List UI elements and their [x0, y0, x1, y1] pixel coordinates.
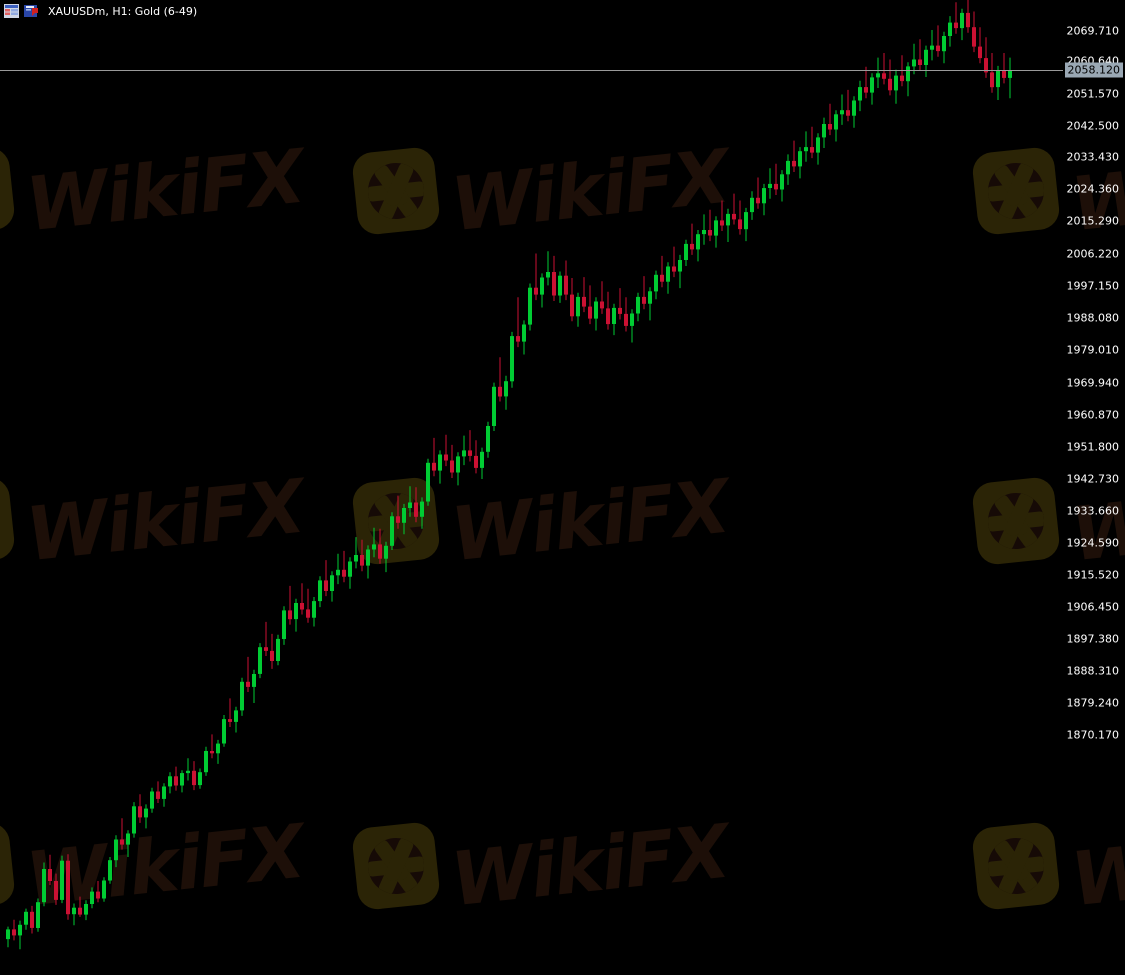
- price-axis-label: 1988.080: [1066, 311, 1120, 325]
- price-axis-label: 1888.310: [1066, 664, 1120, 678]
- price-axis-label: 1933.660: [1066, 504, 1120, 518]
- data-window-icon[interactable]: [4, 4, 19, 18]
- price-axis-label: 1951.800: [1066, 440, 1120, 454]
- chart-canvas[interactable]: [0, 0, 1063, 975]
- price-axis-label: 2042.500: [1066, 119, 1120, 133]
- price-axis-label: 1979.010: [1066, 343, 1120, 357]
- price-axis-label: 2024.360: [1066, 182, 1120, 196]
- current-price-line: [0, 70, 1063, 71]
- price-axis-label: 2006.220: [1066, 247, 1120, 261]
- price-axis-label: 1942.730: [1066, 472, 1120, 486]
- price-axis-label: 2069.710: [1066, 24, 1120, 38]
- price-axis-label: 1960.870: [1066, 408, 1120, 422]
- price-axis-label: 1997.150: [1066, 279, 1120, 293]
- price-axis-label: 2051.570: [1066, 87, 1120, 101]
- price-axis-label: 1897.380: [1066, 632, 1120, 646]
- price-axis[interactable]: 2058.120 2069.710 2060.640 2051.570 2042.50…: [1063, 0, 1125, 975]
- price-axis-label: 1906.450: [1066, 600, 1120, 614]
- price-axis-label: 1924.590: [1066, 536, 1120, 550]
- chart-title-text: XAUUSDm, H1: Gold (6-49): [48, 4, 198, 18]
- price-axis-label: 1879.240: [1066, 696, 1120, 710]
- price-axis-label: 1969.940: [1066, 376, 1120, 390]
- price-axis-label: 2033.430: [1066, 150, 1120, 164]
- price-axis-label: 1915.520: [1066, 568, 1120, 582]
- market-watch-icon[interactable]: [24, 4, 39, 18]
- current-price-badge: 2058.120: [1064, 62, 1123, 78]
- price-axis-label: 1870.170: [1066, 728, 1120, 742]
- price-axis-label: 2015.290: [1066, 214, 1120, 228]
- candlestick-series: [6, 0, 1012, 950]
- chart-title-bar: XAUUSDm, H1: Gold (6-49): [0, 0, 197, 22]
